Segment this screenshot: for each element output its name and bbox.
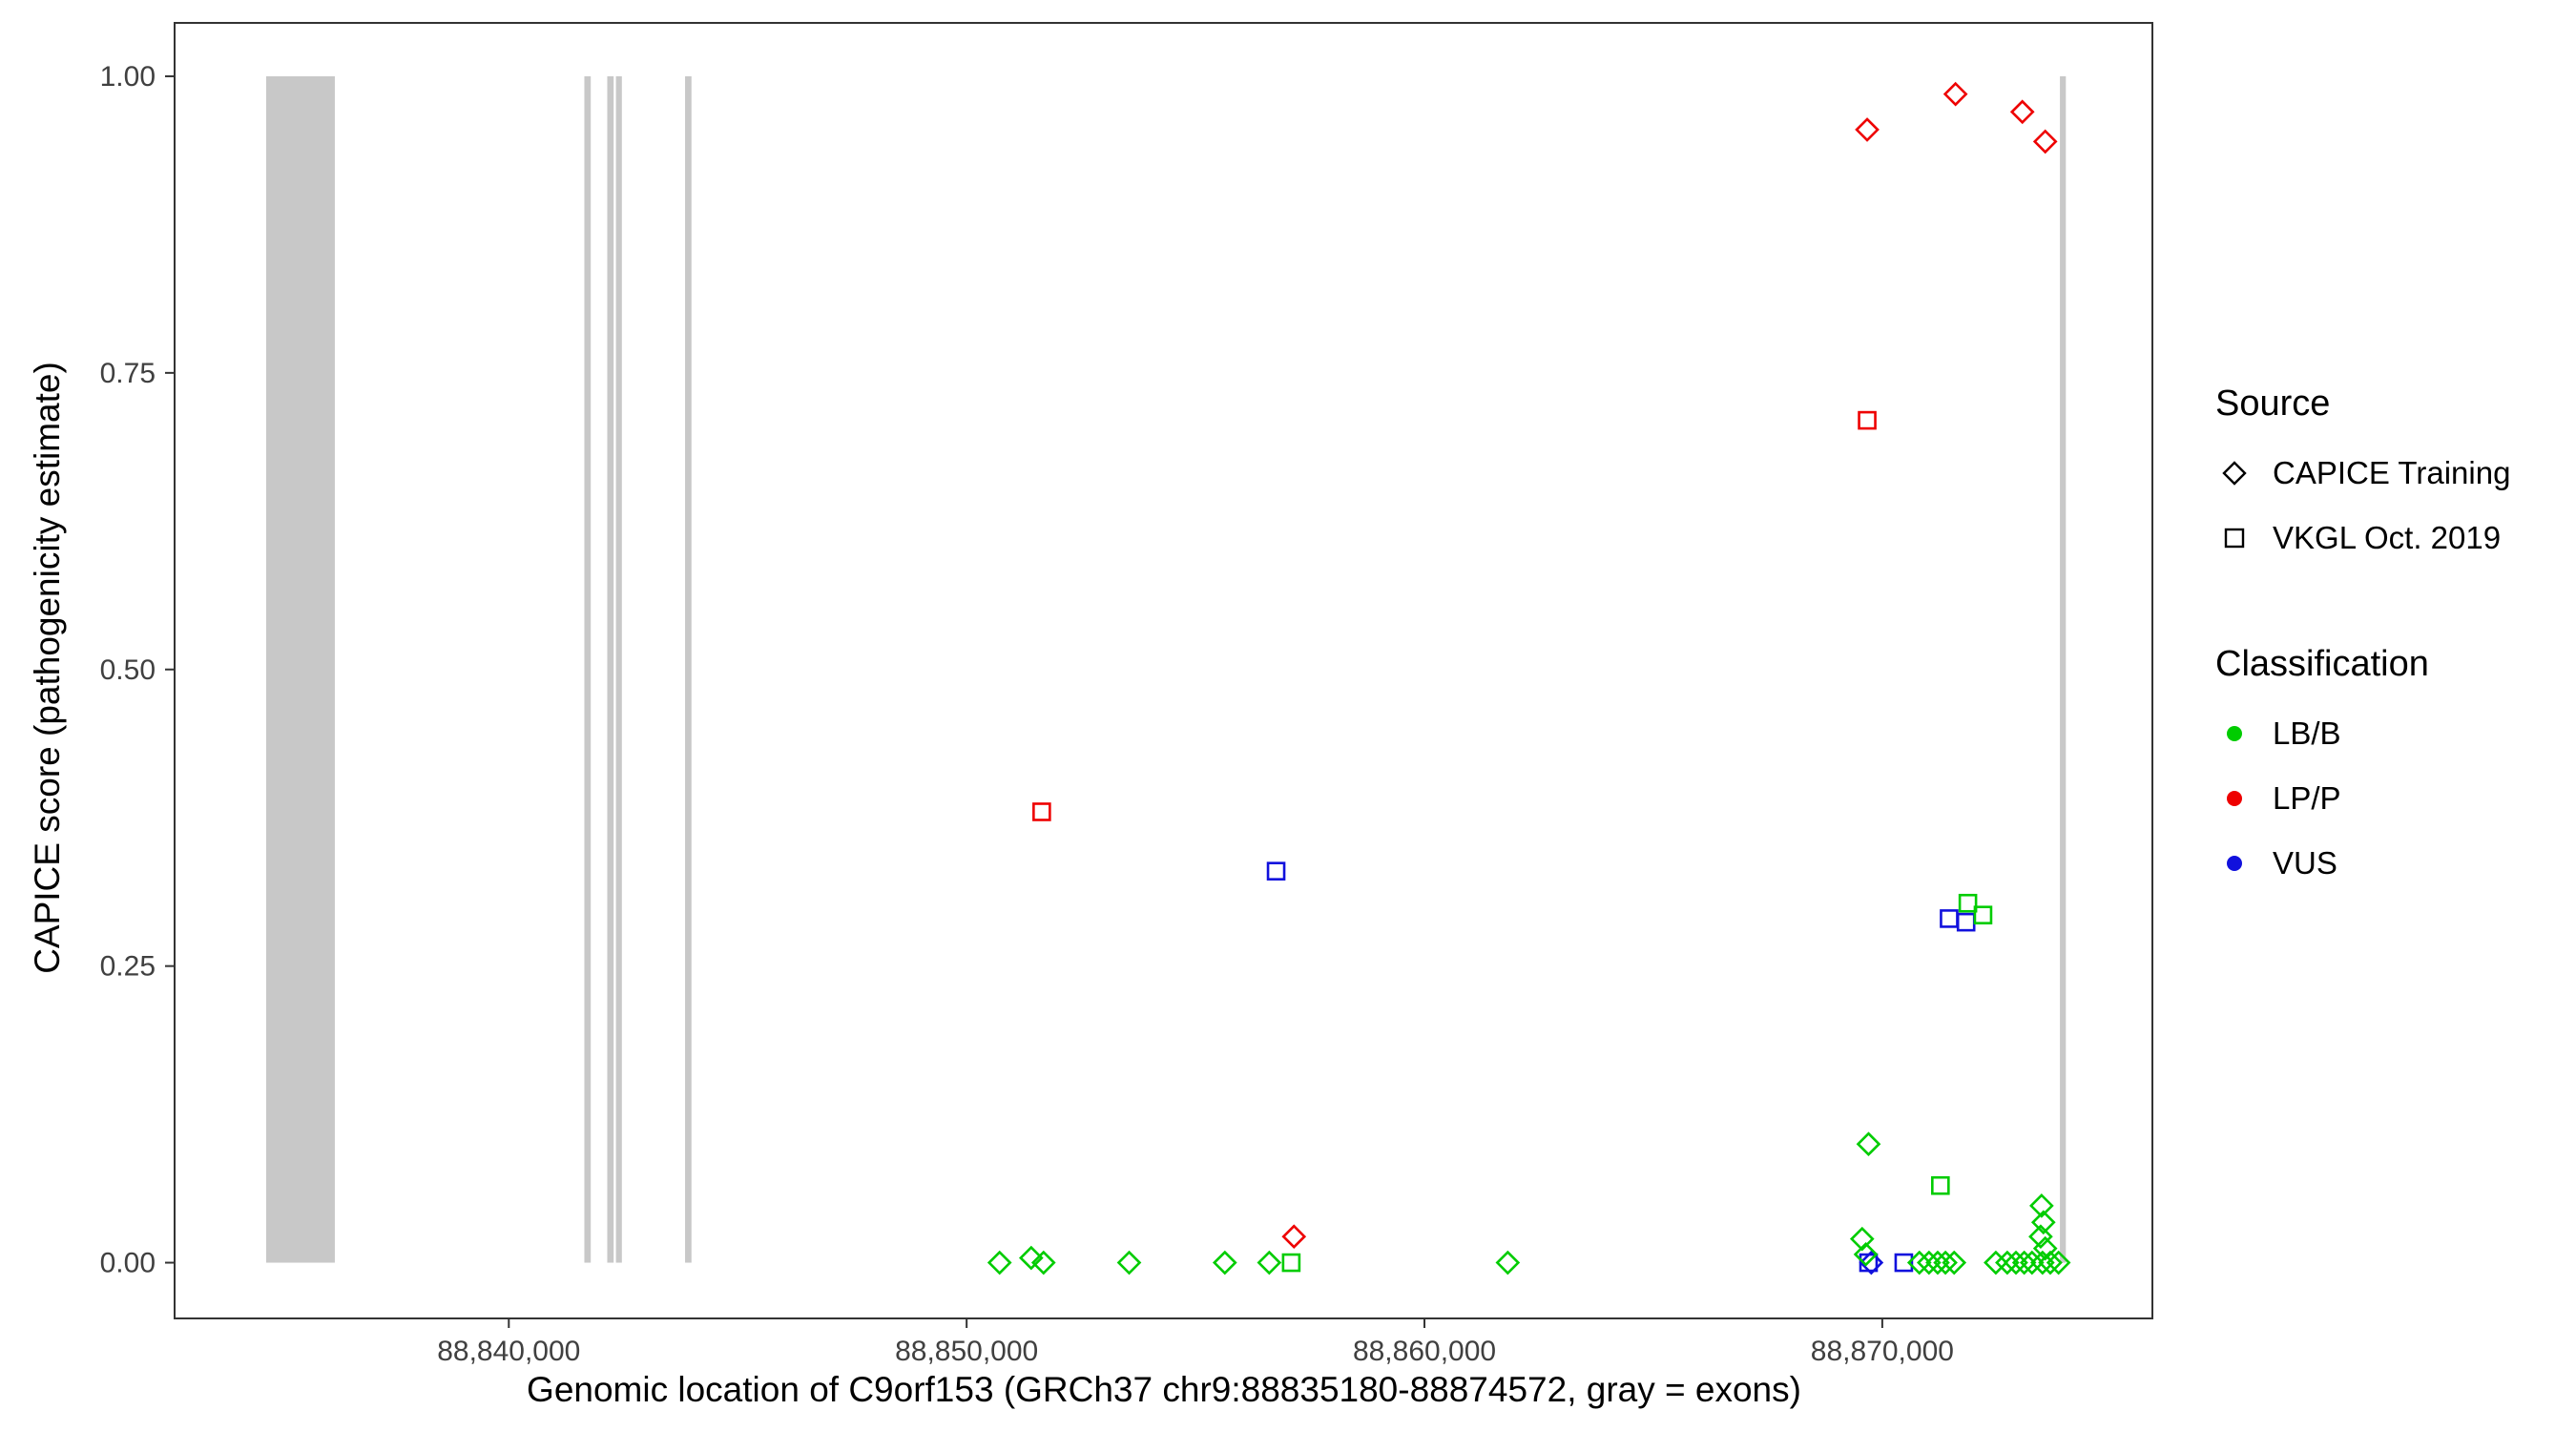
legend-item-vus: VUS xyxy=(2215,845,2510,881)
square-icon xyxy=(2219,523,2250,553)
x-axis-title: Genomic location of C9orf153 (GRCh37 chr… xyxy=(527,1370,1801,1409)
x-tick-label: 88,850,000 xyxy=(895,1336,1038,1367)
data-point-square xyxy=(1973,905,1993,924)
red-dot-icon xyxy=(2219,783,2250,814)
data-point-square xyxy=(1940,909,1959,928)
data-point-diamond xyxy=(1984,1250,2008,1275)
y-tick-label: 0.25 xyxy=(100,951,156,983)
y-axis-title: CAPICE score (pathogenicity estimate) xyxy=(28,362,67,974)
data-point-square xyxy=(1858,410,1877,430)
data-point-diamond xyxy=(1906,1250,1932,1275)
legend-item-capice-training: CAPICE Training xyxy=(2215,455,2510,491)
data-point-diamond xyxy=(1942,1250,1967,1275)
data-point-square xyxy=(1281,1253,1301,1273)
y-tick-label: 0.75 xyxy=(100,358,156,389)
data-point-square xyxy=(1032,802,1051,821)
legend-classification-section: Classification LB/B LP/P VUS xyxy=(2215,644,2510,881)
data-point-diamond xyxy=(987,1250,1012,1275)
data-point-diamond xyxy=(2019,1250,2045,1275)
data-point-diamond xyxy=(2029,1193,2054,1218)
exon-band xyxy=(265,75,335,1263)
green-dot-icon xyxy=(2219,718,2250,749)
data-point-diamond xyxy=(1257,1250,1282,1275)
diamond-icon xyxy=(2219,458,2250,488)
data-point-square xyxy=(1266,861,1286,881)
data-point-diamond xyxy=(1995,1250,2020,1275)
legend-item-label: LB/B xyxy=(2273,716,2341,751)
exon-band xyxy=(2060,75,2067,1263)
blue-dot-icon xyxy=(2219,848,2250,879)
legend-source-title: Source xyxy=(2215,384,2331,424)
data-point-diamond xyxy=(2004,1250,2028,1275)
data-point-diamond xyxy=(2009,99,2035,125)
y-tick-label: 0.50 xyxy=(100,654,156,686)
data-point-diamond xyxy=(1942,81,1968,107)
data-point-diamond xyxy=(2038,1250,2063,1275)
data-point-diamond xyxy=(1030,1250,1056,1275)
data-point-diamond xyxy=(1849,1226,1875,1252)
data-point-diamond xyxy=(2032,1235,2058,1261)
legend-item-label: CAPICE Training xyxy=(2273,455,2511,490)
data-point-diamond xyxy=(1925,1250,1950,1275)
x-tick-label: 88,860,000 xyxy=(1353,1336,1496,1367)
data-point-square xyxy=(1958,893,1978,913)
data-point-square xyxy=(1956,912,1976,932)
data-point-diamond xyxy=(1116,1250,1142,1275)
legend-classification-title: Classification xyxy=(2215,644,2429,684)
data-point-diamond xyxy=(1855,117,1880,142)
panel-border xyxy=(174,22,2153,1319)
legend-item-label: VKGL Oct. 2019 xyxy=(2273,520,2502,555)
y-tick-label: 0.00 xyxy=(100,1248,156,1279)
data-point-diamond xyxy=(2030,1210,2056,1235)
legend: Source CAPICE Training VKGL Oct. 2019 Cl… xyxy=(2215,384,2510,910)
data-point-diamond xyxy=(1281,1224,1307,1250)
x-tick-label: 88,840,000 xyxy=(437,1336,580,1367)
exon-band xyxy=(615,75,622,1263)
data-point-diamond xyxy=(2028,1224,2053,1250)
data-point-diamond xyxy=(1859,1250,1884,1275)
data-point-diamond xyxy=(2046,1250,2071,1275)
legend-item-label: VUS xyxy=(2273,845,2337,881)
legend-item-vkgl: VKGL Oct. 2019 xyxy=(2215,520,2510,556)
exon-band xyxy=(584,75,592,1263)
data-point-diamond xyxy=(2032,129,2058,155)
data-point-diamond xyxy=(2011,1250,2037,1275)
legend-item-label: LP/P xyxy=(2273,780,2341,816)
exon-band xyxy=(685,75,692,1263)
data-point-diamond xyxy=(1853,1242,1879,1267)
data-point-diamond xyxy=(2029,1250,2055,1275)
data-point-square xyxy=(1931,1175,1950,1195)
exon-band xyxy=(607,75,614,1263)
legend-item-lpp: LP/P xyxy=(2215,780,2510,817)
data-point-diamond xyxy=(1916,1250,1942,1275)
data-point-diamond xyxy=(1495,1250,1521,1275)
legend-source-section: Source CAPICE Training VKGL Oct. 2019 xyxy=(2215,384,2510,556)
legend-item-lbb: LB/B xyxy=(2215,716,2510,752)
x-tick-label: 88,870,000 xyxy=(1811,1336,1954,1367)
data-point-diamond xyxy=(1018,1245,1044,1271)
data-point-diamond xyxy=(1933,1250,1958,1275)
data-point-square xyxy=(1894,1253,1914,1273)
data-point-diamond xyxy=(1856,1131,1881,1157)
y-tick-label: 1.00 xyxy=(100,61,156,93)
data-point-diamond xyxy=(1212,1250,1237,1275)
